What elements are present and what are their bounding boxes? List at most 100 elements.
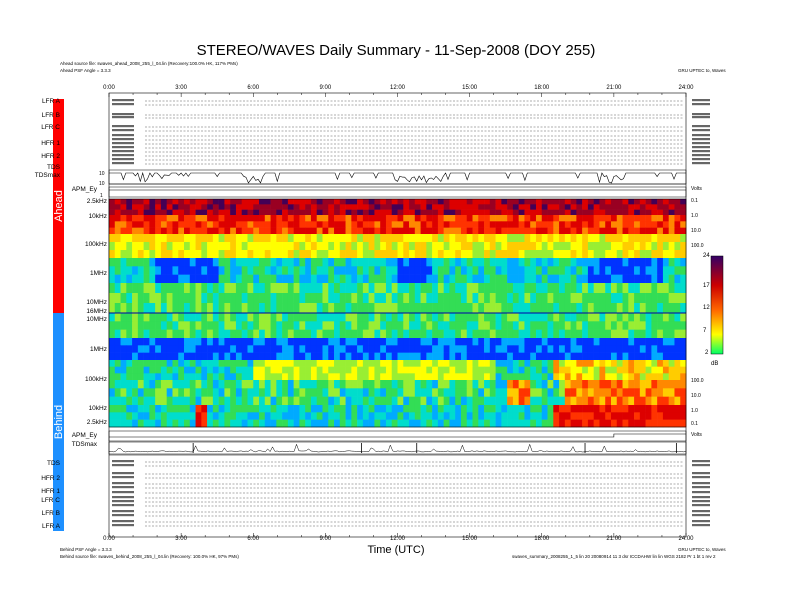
spectrum-cell <box>593 234 600 243</box>
spectrum-cell <box>253 352 260 361</box>
spectrum-cell <box>328 321 335 330</box>
spectrum-cell <box>553 221 560 228</box>
spectrum-cell <box>455 303 462 314</box>
spectrum-cell <box>362 352 369 361</box>
spectrum-cell <box>305 274 312 284</box>
spectrum-cell <box>305 412 312 420</box>
spectrum-cell <box>374 283 381 294</box>
row-label-lfr-c-behind: LFR C <box>41 497 60 504</box>
spectrum-cell <box>622 321 629 330</box>
spectrum-cell <box>495 380 502 389</box>
spectrum-cell <box>432 209 439 216</box>
spectrum-cell <box>305 209 312 216</box>
spectrum-cell <box>310 360 318 367</box>
spectrum-cell <box>218 293 225 304</box>
spectrum-cell <box>293 293 300 304</box>
spectrum-cell <box>599 396 606 406</box>
spectrum-cell <box>455 227 462 235</box>
spectrum-cell <box>645 283 652 294</box>
spectrum-cell <box>328 283 335 294</box>
spectrum-cell <box>247 283 254 294</box>
spectrum-cell <box>547 366 554 374</box>
spectrum-cell <box>409 412 416 420</box>
spectrum-cell <box>351 258 358 267</box>
spectrum-cell <box>316 338 323 346</box>
spectrum-cell <box>114 321 121 330</box>
spectrum-cell <box>109 366 116 374</box>
spectrum-cell <box>224 274 231 284</box>
spectrum-cell <box>374 199 381 205</box>
spectrum-cell <box>466 258 473 267</box>
spectrum-cell <box>368 250 375 259</box>
spectrum-cell <box>559 204 566 210</box>
spectrum-cell <box>287 338 294 346</box>
spectrum-cell <box>109 329 116 339</box>
spectrum-cell <box>184 380 191 389</box>
apm-behind-trace <box>109 433 686 438</box>
spectrum-cell <box>593 373 600 381</box>
spectrum-cell <box>547 199 554 205</box>
spectrum-cell <box>270 360 277 367</box>
spectrum-cell <box>207 345 214 353</box>
spectrum-cell <box>403 199 410 205</box>
spectrum-cell <box>420 266 427 275</box>
spectrum-cell <box>339 242 346 251</box>
spectrum-cell <box>230 293 237 304</box>
spectrum-cell <box>253 329 260 339</box>
spectrum-cell <box>639 250 646 259</box>
spectrum-cell <box>218 215 225 222</box>
spectrum-cell <box>218 204 225 210</box>
spectrum-cell <box>149 388 156 397</box>
spectrum-cell <box>264 266 271 275</box>
spectrum-cell <box>166 419 173 428</box>
spectrum-cell <box>559 373 566 381</box>
x-tick-label-bottom-3: 9:00 <box>319 536 332 542</box>
spectrum-cell <box>299 405 306 413</box>
spectrum-cell <box>316 242 323 251</box>
spectrum-cell <box>126 352 133 361</box>
spectrum-cell <box>420 227 427 235</box>
spectrum-cell <box>374 234 381 243</box>
spectrum-cell <box>576 274 583 284</box>
spectrum-cell <box>109 221 116 228</box>
spectrum-cell <box>195 366 202 374</box>
spectrum-cell <box>287 250 294 259</box>
spectrum-cell <box>622 405 629 413</box>
spectrum-cell <box>184 215 191 222</box>
spectrum-cell <box>259 227 266 235</box>
spectrum-cell <box>374 360 381 367</box>
spectrum-cell <box>362 250 369 259</box>
spectrum-cell <box>443 283 450 294</box>
spectrum-cell <box>541 373 548 381</box>
spectrum-cell <box>287 266 294 275</box>
spectrum-cell <box>460 360 468 367</box>
spectrum-cell <box>409 352 416 361</box>
spectrum-cell <box>628 242 635 251</box>
spectrum-cell <box>443 396 450 406</box>
spectrum-cell <box>628 258 635 267</box>
spectrum-cell <box>247 199 254 205</box>
spectrum-cell <box>420 221 427 228</box>
spectrum-cell <box>143 242 150 251</box>
spectrum-cell <box>380 338 387 346</box>
spectrum-cell <box>587 380 594 389</box>
spectrum-cell <box>380 227 387 235</box>
spectrum-cell <box>126 412 133 420</box>
spectrum-cell <box>305 321 312 330</box>
right-tick-behind-3: 0.1 <box>691 421 698 427</box>
spectrum-cell <box>582 373 589 381</box>
spectrum-cell <box>460 209 468 216</box>
spectrum-cell <box>599 204 606 210</box>
spectrum-cell <box>166 242 173 251</box>
spectrum-cell <box>299 360 306 367</box>
spectrum-cell <box>143 234 150 243</box>
spectrum-cell <box>160 209 167 216</box>
spectrum-cell <box>385 373 393 381</box>
spectrum-cell <box>616 266 623 275</box>
spectrum-cell <box>120 234 127 243</box>
spectrum-cell <box>530 345 537 353</box>
spectrum-cell <box>651 221 658 228</box>
spectrum-cell <box>218 313 225 322</box>
spectrum-cell <box>605 227 612 235</box>
spectrum-cell <box>137 204 144 210</box>
